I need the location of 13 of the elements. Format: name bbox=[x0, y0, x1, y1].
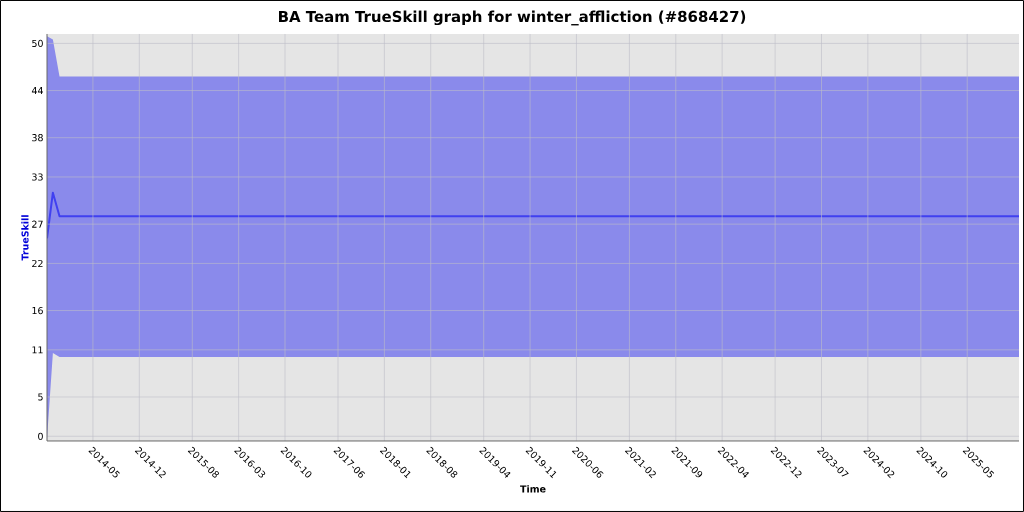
y-tick-label: 38 bbox=[32, 134, 43, 142]
y-tick-label: 50 bbox=[32, 39, 43, 47]
y-tick-label: 33 bbox=[32, 173, 43, 181]
x-axis-title: Time bbox=[520, 485, 546, 493]
y-tick-label: 5 bbox=[38, 393, 43, 401]
y-tick-label: 44 bbox=[31, 87, 43, 94]
y-tick-label: 16 bbox=[32, 306, 43, 315]
y-tick-label: 27 bbox=[32, 220, 43, 228]
chart-title: BA Team TrueSkill graph for winter_affliction (#868427) bbox=[279, 10, 746, 26]
y-tick-label: 11 bbox=[32, 346, 43, 354]
y-tick-label: 0 bbox=[38, 432, 43, 440]
y-tick-label: 22 bbox=[32, 259, 43, 267]
y-axis-title: TrueSkill bbox=[21, 215, 29, 261]
